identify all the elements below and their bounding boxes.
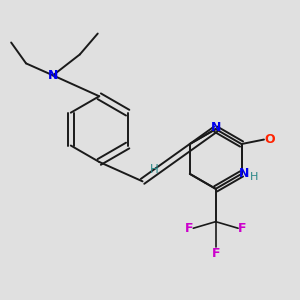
Text: N: N xyxy=(211,121,221,134)
Text: H: H xyxy=(150,163,159,176)
Text: O: O xyxy=(264,133,274,146)
Text: F: F xyxy=(212,247,220,260)
Text: F: F xyxy=(238,222,247,235)
Text: N: N xyxy=(48,69,58,82)
Text: N: N xyxy=(239,167,249,180)
Text: F: F xyxy=(184,222,193,235)
Text: H: H xyxy=(250,172,258,182)
